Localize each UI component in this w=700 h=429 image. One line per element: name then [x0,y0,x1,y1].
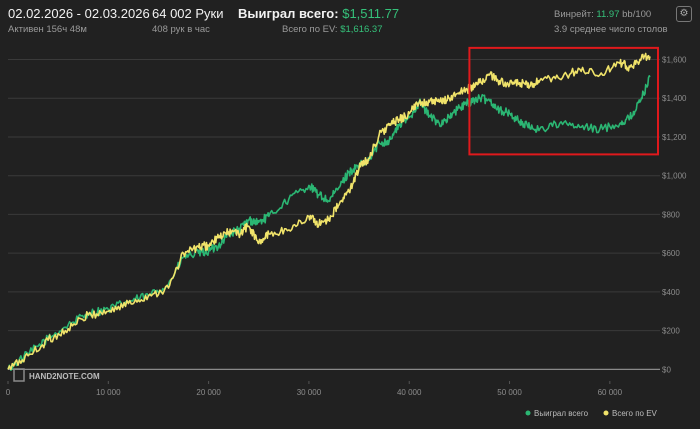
winrate-value: 11.97 [596,9,620,20]
gear-icon[interactable]: ⚙ [676,6,692,22]
y-tick-label: $600 [662,249,680,258]
watermark-text: HAND2NOTE.COM [29,372,100,381]
y-tick-label: $1,000 [662,172,687,181]
chart-lines [7,52,651,371]
avg-tables: 3.9 среднее число столов [554,24,668,35]
x-tick-label: 40 000 [397,388,422,397]
won-value: $1,511.77 [342,6,400,21]
x-tick-label: 10 000 [96,388,121,397]
winrate-label: Винрейт: [554,9,594,20]
legend-label: Всего по EV [612,409,658,418]
x-tick-label: 30 000 [297,388,322,397]
active-time: Активен 156ч 48м [8,24,87,35]
x-tick-label: 50 000 [497,388,522,397]
chart-grid [8,58,660,370]
highlight-box-group [468,46,659,156]
series-line-1 [7,75,651,371]
winrate: Винрейт: 11.97 bb/100 [554,9,651,20]
x-tick-label: 0 [6,388,11,397]
legend-swatch [603,410,609,416]
y-tick-label: $1,400 [662,94,687,103]
legend-swatch [525,410,531,416]
highlight-box [468,46,659,156]
y-tick-label: $1,600 [662,55,687,64]
stats-header: 02.02.2026 - 02.03.2026 Активен 156ч 48м… [0,0,700,40]
legend-label: Выиграл всего [534,409,589,418]
won-total: Выиграл всего: $1,511.77 [238,6,399,21]
y-tick-label: $1,200 [662,133,687,142]
y-tick-label: $200 [662,327,680,336]
watermark-logo-icon [13,368,25,382]
y-tick-label: $400 [662,288,680,297]
chart-legend: Выиграл всего Всего по EV [525,409,658,418]
ev-label: Всего по EV: [282,24,338,35]
series-line-2 [7,52,651,371]
y-tick-label: $0 [662,365,671,374]
ev-value: $1,616.37 [340,24,383,35]
x-tick-label: 20 000 [196,388,221,397]
won-label: Выиграл всего: [238,6,339,21]
watermark: HAND2NOTE.COM [13,368,100,382]
hands-per-hour: 408 рук в час [152,24,210,35]
ev-total: Всего по EV: $1,616.37 [282,24,382,35]
x-axis-ticks: 0 10 000 20 000 30 000 40 000 50 000 60 000 [6,381,623,397]
y-axis-ticks: $0 $200 $400 $600 $800 $1,000 $1,200 $1,400 $1,6… [662,55,687,374]
y-tick-label: $800 [662,210,680,219]
hands-count: 64 002 Руки [152,6,224,21]
date-range[interactable]: 02.02.2026 - 02.03.2026 [8,6,150,21]
winrate-unit: bb/100 [622,9,652,20]
x-tick-label: 60 000 [598,388,623,397]
